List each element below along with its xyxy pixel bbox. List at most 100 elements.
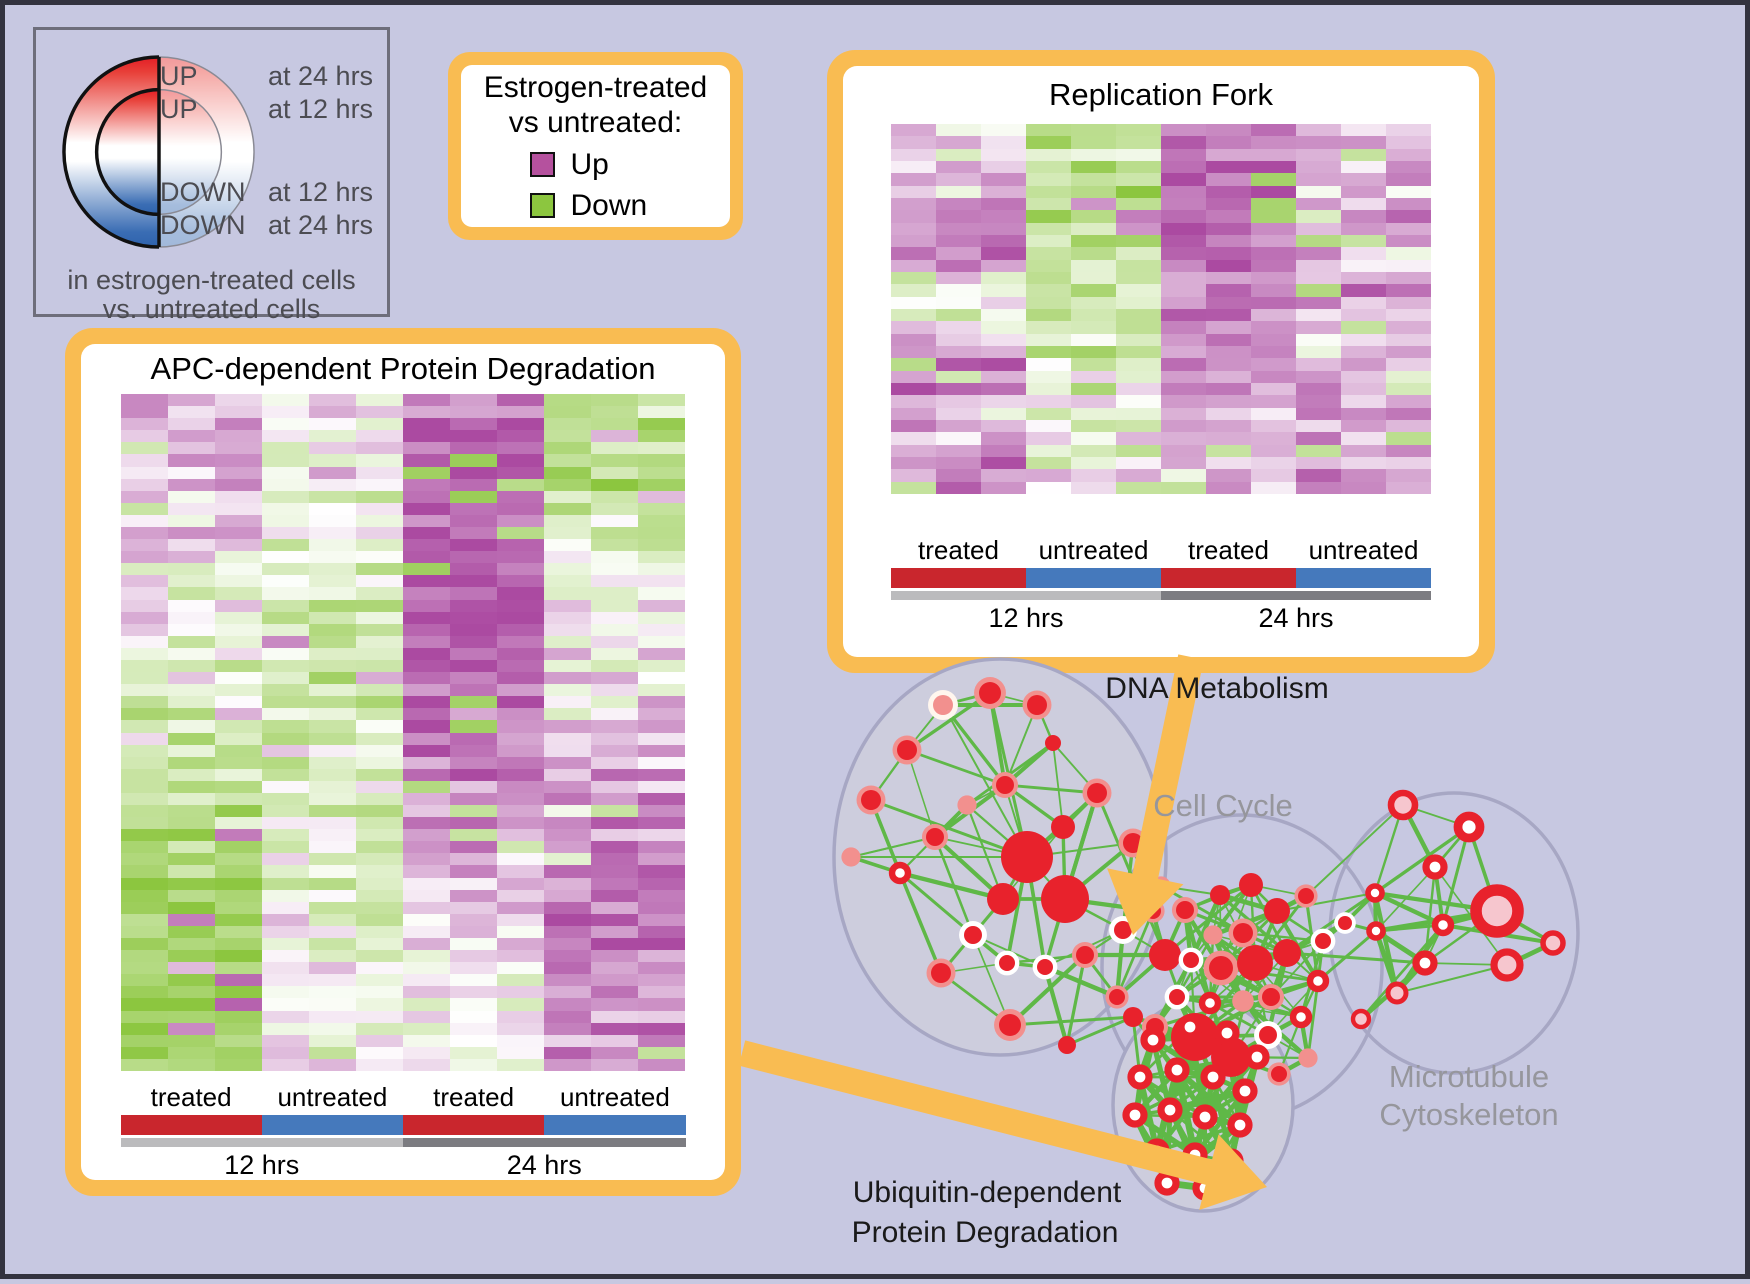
heatmap-cell xyxy=(120,913,168,926)
heatmap-cell xyxy=(1251,197,1296,211)
heatmap-cell xyxy=(261,1058,309,1071)
heatmap-cell xyxy=(1116,345,1161,359)
network-edge xyxy=(1304,894,1320,983)
heatmap-cell xyxy=(1386,173,1431,186)
heatmap-cell xyxy=(638,792,686,806)
heatmap-cell xyxy=(355,817,403,830)
heatmap-cell xyxy=(261,647,309,660)
dna-metabolism-ellipse xyxy=(832,657,1168,1057)
heatmap-cell xyxy=(1341,197,1386,211)
gene-node xyxy=(964,926,982,944)
heatmap-cell xyxy=(402,962,451,975)
heatmap-cell xyxy=(638,1034,686,1047)
heatmap-cell xyxy=(1161,419,1206,433)
heatmap-cell xyxy=(936,136,981,149)
heatmap-cell xyxy=(1026,210,1071,223)
heatmap-cell xyxy=(638,744,686,757)
network-edge xyxy=(1224,1030,1260,1060)
heatmap-cell xyxy=(1296,407,1341,420)
gene-node xyxy=(892,735,922,765)
gene-node xyxy=(1171,896,1199,924)
network-edge xyxy=(1229,1033,1270,1059)
network-edge xyxy=(1209,1029,1231,1081)
heatmap-cell xyxy=(402,587,451,600)
heatmap-cell xyxy=(167,950,215,963)
timepoint-bar xyxy=(403,1138,686,1147)
heatmap-cell xyxy=(1161,234,1206,248)
network-edge xyxy=(906,749,936,838)
heatmap-cell xyxy=(167,974,215,987)
heatmap-cell xyxy=(1251,271,1296,285)
heatmap-cell xyxy=(308,635,356,648)
network-edge xyxy=(1133,1113,1159,1153)
heatmap-cell xyxy=(936,444,981,457)
heatmap-cell xyxy=(1206,284,1251,297)
network-edge xyxy=(905,748,1007,787)
heatmap-cell xyxy=(450,672,498,685)
network-edge xyxy=(1120,908,1156,933)
heatmap-cell xyxy=(355,829,403,842)
heatmap-cell xyxy=(355,1046,403,1059)
cluster-label: Cytoskeleton xyxy=(1379,1097,1559,1132)
heatmap-cell xyxy=(308,647,356,660)
heatmap-cell xyxy=(308,406,356,419)
heatmap-cell xyxy=(214,925,262,939)
heatmap-cell xyxy=(891,395,936,408)
heatmap-cell xyxy=(638,950,686,963)
heatmap-cell xyxy=(591,502,639,515)
network-edge xyxy=(1187,1024,1230,1036)
heatmap-cell xyxy=(261,829,309,842)
network-edge xyxy=(1131,1015,1155,1042)
heatmap-cell xyxy=(591,659,639,673)
heatmap-cell xyxy=(1296,296,1341,309)
heatmap-cell xyxy=(355,502,403,515)
network-edge xyxy=(1253,961,1270,1037)
heatmap-cell xyxy=(355,865,403,878)
gene-node xyxy=(1214,1020,1240,1046)
network-edge xyxy=(1190,884,1252,961)
heatmap-cell xyxy=(497,962,545,975)
gene-node xyxy=(1334,912,1356,934)
heatmap-cell xyxy=(402,925,451,939)
heatmap-cell xyxy=(1251,259,1296,272)
heatmap-cell xyxy=(544,889,592,902)
heatmap-cell xyxy=(981,148,1026,161)
heatmap-cell xyxy=(638,696,686,709)
heatmap-cell xyxy=(120,611,168,624)
heatmap-cell xyxy=(450,720,498,733)
heatmap-cell xyxy=(1341,370,1386,383)
heatmap-cell xyxy=(402,611,451,624)
heatmap-cell xyxy=(308,853,356,866)
heatmap-cell xyxy=(1386,136,1431,149)
network-edge xyxy=(972,934,1011,1026)
heatmap-cell xyxy=(1341,247,1386,260)
network-edge xyxy=(1163,1179,1209,1192)
heatmap-cell xyxy=(167,805,215,818)
up-color-swatch xyxy=(529,152,555,177)
heatmap-cell xyxy=(214,442,262,455)
heatmap-cell xyxy=(1026,124,1071,137)
heatmap-cell xyxy=(1116,481,1161,494)
heatmap-cell xyxy=(214,708,262,721)
direction-legend-title-line2: vs untreated: xyxy=(508,105,683,139)
heatmap-cell xyxy=(1296,358,1341,371)
heatmap-cell xyxy=(1161,173,1206,186)
heatmap-cell xyxy=(936,481,981,494)
heatmap-cell xyxy=(1071,234,1116,248)
heatmap-cell xyxy=(1206,382,1251,396)
heatmap-cell xyxy=(450,684,498,697)
heatmap-cell xyxy=(1341,173,1386,186)
heatmap-cell xyxy=(1386,197,1431,211)
legend-up-24-dir: UP xyxy=(160,61,198,91)
heatmap-cell xyxy=(544,1046,592,1059)
network-edge xyxy=(1433,865,1445,927)
heatmap-cell xyxy=(450,647,498,660)
heatmap-cell xyxy=(450,623,498,636)
network-edge xyxy=(1203,1031,1229,1119)
network-edge xyxy=(1174,1034,1198,1073)
heatmap-cell xyxy=(497,913,545,926)
heatmap-cell xyxy=(402,442,451,455)
timepoint-label: 24 hrs xyxy=(1258,603,1334,633)
heatmap-cell xyxy=(214,490,262,503)
network-edge xyxy=(1174,1067,1208,1120)
